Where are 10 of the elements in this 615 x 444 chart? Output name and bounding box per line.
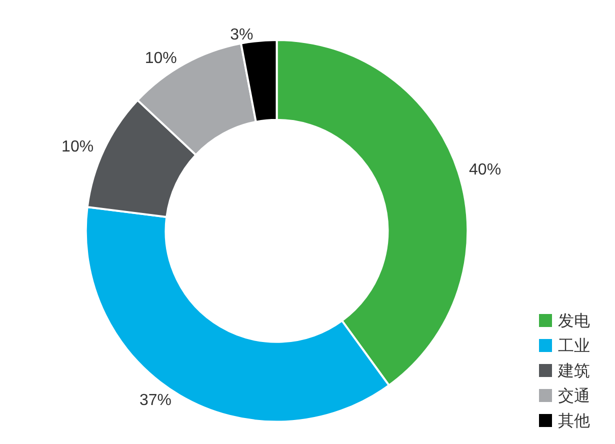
data-label: 10% — [62, 138, 94, 156]
data-label: 3% — [230, 26, 254, 44]
legend-label: 建筑 — [557, 361, 590, 380]
data-label: 40% — [469, 162, 502, 179]
legend-label: 发电 — [558, 311, 590, 330]
data-label: 37% — [139, 392, 172, 409]
data-label: 10% — [144, 50, 177, 67]
legend-label: 工业 — [558, 336, 590, 355]
legend-label: 其他 — [558, 411, 590, 430]
legend-label: 交通 — [558, 386, 590, 405]
